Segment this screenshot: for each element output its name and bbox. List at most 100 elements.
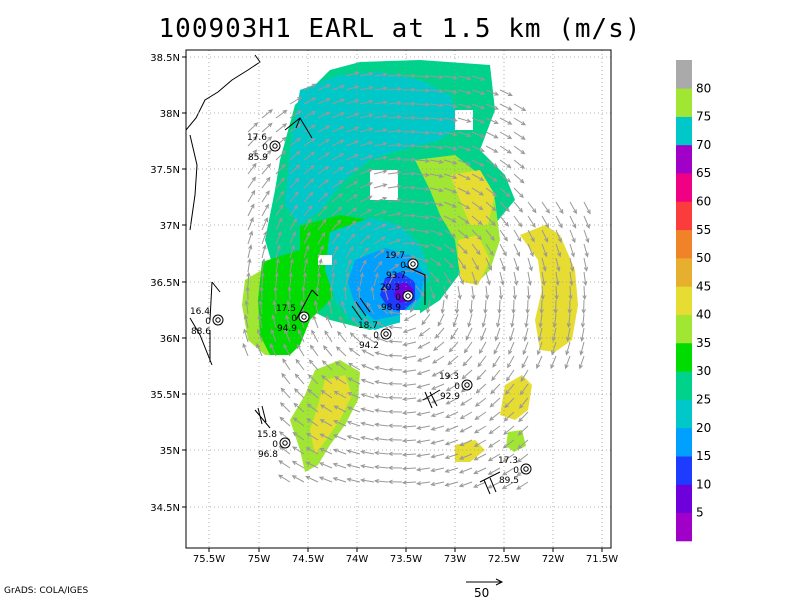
wind-vector [499, 89, 513, 96]
wind-vector [387, 142, 403, 148]
wind-vector [387, 87, 403, 92]
wind-vector [289, 217, 297, 231]
wind-vector [275, 190, 285, 203]
wind-vector [401, 466, 417, 471]
wind-vector [303, 191, 314, 203]
colorbar-segment [676, 144, 692, 174]
wind-vector [471, 159, 485, 167]
wind-vector [313, 300, 319, 315]
wind-vector [292, 446, 305, 455]
wind-vector [518, 397, 529, 409]
wind-vector [261, 244, 267, 259]
station-marker-inner [282, 440, 288, 446]
x-tick-label: 73.5W [390, 554, 422, 565]
wind-vector [331, 193, 344, 203]
wind-vector [332, 477, 347, 483]
colorbar-label: 55 [696, 223, 711, 237]
wind-vector [457, 131, 472, 138]
wind-vector [346, 463, 361, 469]
wind-vector [471, 117, 486, 124]
wind-vector [289, 204, 299, 217]
wind-vector [279, 416, 291, 427]
wind-vector [373, 436, 389, 442]
wind-vector [307, 374, 319, 385]
wind-vector [485, 145, 499, 153]
wind-vector [564, 355, 571, 370]
wind-vector [373, 210, 388, 217]
wind-vector [434, 327, 445, 339]
plot-frame [185, 49, 612, 549]
wind-vector [458, 481, 473, 488]
wind-vector [541, 215, 550, 229]
wind-vector [525, 299, 530, 315]
wind-vector [401, 452, 417, 457]
wind-vector [303, 258, 309, 273]
wind-vector [454, 299, 460, 315]
colorbar-segment [676, 286, 692, 315]
colorbar-label: 65 [696, 166, 711, 180]
map-title: 100903H1 EARL at 1.5 km (m/s) [158, 14, 642, 44]
wind-vector [467, 313, 473, 328]
wind-vector [401, 185, 417, 190]
wind-vector [345, 140, 360, 147]
wind-vector [569, 201, 577, 215]
wind-vector [554, 285, 559, 301]
x-tick-label: 72W [542, 554, 565, 565]
wind-vector [261, 149, 272, 161]
wind-vector [513, 257, 520, 272]
wind-vector [275, 150, 287, 161]
reference-vector [466, 578, 504, 586]
wind-vector [289, 110, 302, 119]
station-marker-inner [301, 314, 307, 320]
coastline-south [189, 317, 213, 366]
wind-vector [275, 230, 282, 245]
station-mid-value: 0 [205, 317, 211, 327]
wind-vector [527, 215, 536, 228]
wind-vector [317, 258, 323, 273]
wind-vector [401, 157, 417, 162]
wind-vector [415, 257, 430, 263]
wind-vector [331, 258, 337, 273]
wind-vector [569, 229, 576, 244]
wind-vector [247, 203, 255, 217]
wind-vector [444, 481, 459, 487]
wind-vector [471, 201, 484, 211]
wind-vector [429, 159, 444, 164]
wind-vector [317, 244, 324, 259]
wind-vector [401, 410, 417, 416]
wind-vector [541, 257, 547, 272]
wind-vector [273, 285, 278, 301]
station-mid-value: 0 [291, 314, 297, 324]
wind-vector [429, 201, 444, 207]
station-top-value: 17.6 [247, 133, 267, 143]
wind-vector [345, 99, 360, 105]
wind-vector [331, 232, 341, 245]
wind-vector [429, 229, 444, 236]
colorbar-label: 60 [696, 194, 711, 208]
wind-vectors [242, 71, 591, 490]
wind-vector [445, 411, 459, 418]
station-bottom-value: 94.2 [359, 341, 379, 351]
wind-vector [445, 383, 459, 392]
wind-vector [291, 460, 305, 469]
wind-vector [517, 439, 529, 450]
wind-vector [539, 299, 544, 315]
wind-vector [360, 464, 375, 469]
station-marker [298, 311, 310, 323]
wind-vector [430, 425, 445, 431]
wind-vector [334, 376, 347, 385]
wind-vector [485, 201, 497, 212]
wind-vector [361, 349, 375, 357]
colorbar-segment [676, 88, 692, 117]
wind-vector [359, 247, 370, 259]
wind-vector [317, 205, 328, 217]
wind-vector [373, 422, 389, 427]
credit-label: GrADS: COLA/IGES [4, 586, 89, 596]
wind-vector [416, 425, 431, 430]
wind-vector [401, 129, 417, 135]
wind-vector [279, 402, 291, 413]
wind-barb [479, 471, 501, 495]
station-marker-inner [464, 382, 470, 388]
